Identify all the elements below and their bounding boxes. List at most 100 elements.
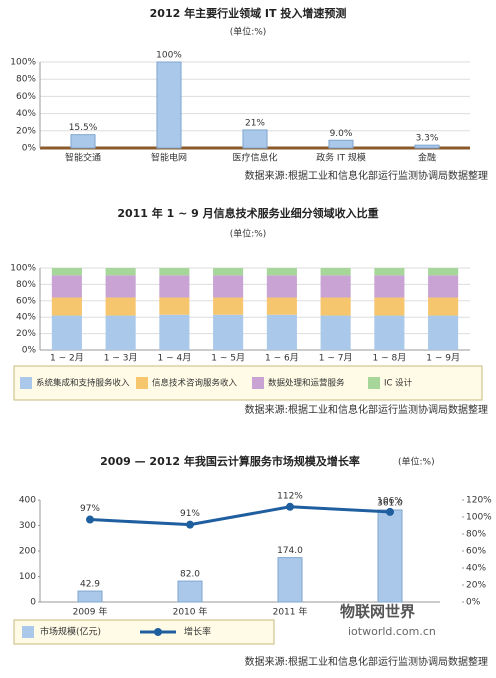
x-tick-label: 智能电网 xyxy=(151,152,187,164)
value-label: 9.0% xyxy=(330,129,353,139)
bar xyxy=(156,61,182,149)
x-tick-label: 1 ~ 3月 xyxy=(104,353,138,364)
value-label: 82.0 xyxy=(180,570,200,580)
bar-segment xyxy=(266,297,297,315)
bar-segment xyxy=(320,268,351,276)
value-label: 112% xyxy=(277,491,303,501)
value-label: 100% xyxy=(156,51,182,61)
bar-segment xyxy=(374,297,405,316)
y2-tick-label: 40% xyxy=(466,564,486,574)
line-marker xyxy=(186,520,194,529)
x-tick-label: 2009 年 xyxy=(73,606,108,618)
y-tick-label: 400 xyxy=(19,496,36,506)
bar-segment xyxy=(213,297,244,315)
y-tick-label: 0% xyxy=(22,346,37,356)
bar-segment xyxy=(266,314,297,350)
bar xyxy=(377,509,403,603)
bar-segment xyxy=(159,297,190,315)
bar-segment xyxy=(320,297,351,316)
line-marker xyxy=(286,502,294,511)
x-tick-label: 2010 年 xyxy=(173,606,208,618)
x-tick-label: 政务 IT 规模 xyxy=(316,152,366,164)
x-tick-label: 1 ~ 2月 xyxy=(50,353,84,364)
bar-segment xyxy=(266,268,297,276)
bar-segment xyxy=(428,297,459,316)
x-tick-label: 1 ~ 5月 xyxy=(211,353,245,364)
y-tick-label: 20% xyxy=(16,126,36,136)
bar-segment xyxy=(51,275,82,298)
legend-label: 系统集成和支持服务收入 xyxy=(36,378,130,389)
legend-swatch xyxy=(20,377,32,389)
y-tick-label: 80% xyxy=(16,75,36,85)
chart-title: 2011 年 1 ~ 9 月信息技术服务业细分领域收入比重 xyxy=(117,206,378,220)
legend-label: IC 设计 xyxy=(384,378,413,389)
bar xyxy=(328,139,354,149)
legend-label: 信息技术咨询服务收入 xyxy=(152,378,238,389)
legend-swatch xyxy=(154,628,162,636)
x-tick-label: 1 ~ 9月 xyxy=(426,353,460,364)
chart-subtitle: (单位:%) xyxy=(230,228,267,240)
bar xyxy=(277,557,303,603)
x-tick-label: 智能交通 xyxy=(65,152,101,164)
legend-label: 市场规模(亿元) xyxy=(40,626,101,638)
bar-segment xyxy=(105,297,136,316)
bar-segment xyxy=(428,275,459,298)
bar-segment xyxy=(213,268,244,276)
source-note: 数据来源:根据工业和信息化部运行监测协调局数据整理 xyxy=(245,655,488,668)
value-label: 42.9 xyxy=(80,580,100,590)
x-tick-label: 2011 年 xyxy=(273,606,308,618)
legend-swatch xyxy=(136,377,148,389)
value-label: 3.3% xyxy=(416,134,439,144)
bar-segment xyxy=(51,315,82,350)
bar xyxy=(242,129,268,149)
chart-title: 2009 — 2012 年我国云计算服务市场规模及增长率 xyxy=(100,454,360,468)
value-label: 91% xyxy=(180,509,200,519)
y-tick-label: 20% xyxy=(16,329,36,339)
legend-swatch xyxy=(368,377,380,389)
line-marker xyxy=(86,515,94,524)
bar-segment xyxy=(159,314,190,350)
y2-tick-label: 20% xyxy=(466,581,486,591)
bar xyxy=(177,580,203,603)
bar-segment xyxy=(266,275,297,298)
line-marker xyxy=(386,507,394,516)
y2-tick-label: 120% xyxy=(466,496,492,506)
y-tick-label: 60% xyxy=(16,296,36,306)
source-note: 数据来源:根据工业和信息化部运行监测协调局数据整理 xyxy=(245,169,488,182)
legend-swatch xyxy=(22,626,34,638)
bar-segment xyxy=(374,268,405,276)
x-tick-label: 1 ~ 6月 xyxy=(265,353,299,364)
bar-segment xyxy=(213,275,244,298)
bar-segment xyxy=(105,268,136,276)
x-tick-label: 金融 xyxy=(418,152,436,164)
y-tick-label: 200 xyxy=(19,547,36,557)
y-tick-label: 100% xyxy=(10,264,36,274)
value-label: 21% xyxy=(245,118,265,128)
value-label: 97% xyxy=(80,504,100,514)
y-tick-label: 80% xyxy=(16,280,36,290)
bar-segment xyxy=(374,275,405,298)
legend-box xyxy=(13,365,483,401)
value-label: 361.0 xyxy=(377,498,403,508)
legend-label: 增长率 xyxy=(184,626,211,638)
chart-subtitle: (单位:%) xyxy=(230,26,267,38)
bar-segment xyxy=(213,314,244,350)
x-tick-label: 1 ~ 4月 xyxy=(158,353,192,364)
y-tick-label: 100% xyxy=(10,58,36,68)
y-tick-label: 60% xyxy=(16,92,36,102)
y-tick-label: 0 xyxy=(30,598,36,608)
watermark-url: iotworld.com.cn xyxy=(348,625,436,638)
source-note: 数据来源:根据工业和信息化部运行监测协调局数据整理 xyxy=(245,403,488,416)
bar xyxy=(70,134,96,149)
bar-segment xyxy=(320,315,351,350)
bar-segment xyxy=(159,268,190,276)
bar-segment xyxy=(428,315,459,350)
bar-segment xyxy=(320,275,351,298)
bar-segment xyxy=(428,268,459,276)
bar-segment xyxy=(105,315,136,350)
chart-title: 2012 年主要行业领域 IT 投入增速预测 xyxy=(150,6,347,20)
x-tick-label: 1 ~ 7月 xyxy=(319,353,353,364)
y-tick-label: 40% xyxy=(16,109,36,119)
